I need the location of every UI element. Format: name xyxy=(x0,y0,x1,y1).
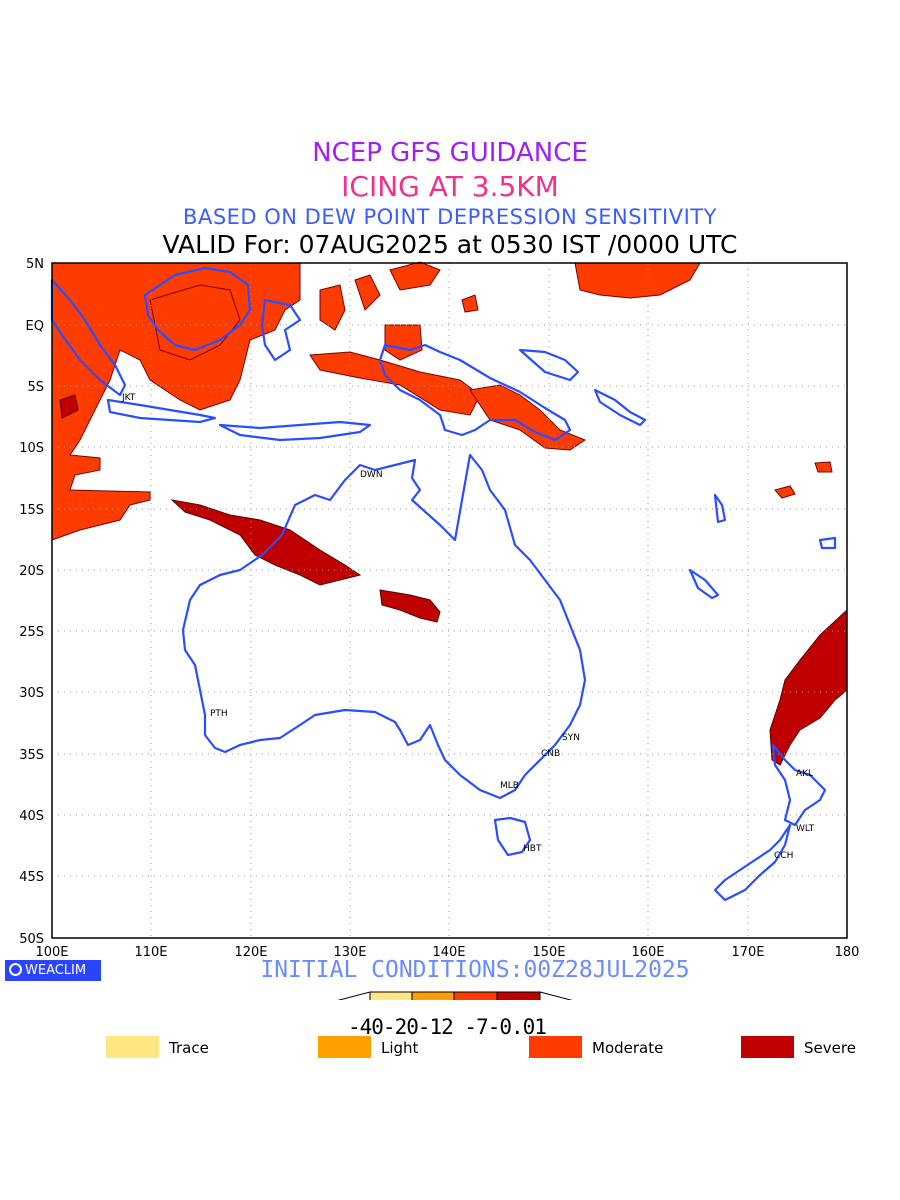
icing-area-timor-sea xyxy=(170,499,362,586)
legend-moderate: Moderate xyxy=(529,1036,709,1058)
city-label-wlt: WLT xyxy=(796,824,815,834)
lon-label: 140E xyxy=(432,945,465,960)
lon-label: 150E xyxy=(532,945,565,960)
icing-area-sulawesi xyxy=(319,284,346,331)
legend-swatch xyxy=(741,1036,794,1058)
longitude-labels: 100E 110E 120E 130E 140E 150E 160E 170E … xyxy=(35,945,859,960)
city-label-jkt: JKT xyxy=(121,393,136,403)
graticule xyxy=(52,263,847,938)
coast-lesser-sunda xyxy=(218,420,372,442)
coast-tasmania xyxy=(493,816,532,857)
lon-label: 130E xyxy=(333,945,366,960)
icing-area-islands-ne xyxy=(461,294,479,313)
lon-label: 160E xyxy=(631,945,664,960)
valid-time: VALID For: 07AUG2025 at 0530 IST /0000 U… xyxy=(162,230,738,259)
lon-label: 110E xyxy=(134,945,167,960)
coast-new-guinea xyxy=(378,343,572,442)
legend-severe: Severe xyxy=(741,1036,891,1058)
colorbar-ticks: -40-20-12 -7-0.01 xyxy=(348,1015,547,1039)
latitude-labels: 5N EQ 5S 10S 15S 20S 25S 30S 35S 40S 45S… xyxy=(19,257,44,947)
city-label-hbt: HBT xyxy=(523,844,542,854)
colorbar-severe xyxy=(496,991,541,1000)
colorbar-arrow-right xyxy=(539,991,573,1000)
icing-area-java-patch xyxy=(59,394,79,419)
copyright-icon xyxy=(9,963,22,976)
coast-fiji xyxy=(818,536,837,550)
coastlines xyxy=(50,266,837,902)
city-label-cch: CCH xyxy=(774,851,793,861)
icing-area-fiji xyxy=(774,485,796,499)
coast-nz-south xyxy=(713,823,792,902)
legend-swatch xyxy=(106,1036,159,1058)
city-label-cnb: CNB xyxy=(541,749,560,759)
icing-area-maluku xyxy=(354,274,381,311)
product-title: NCEP GFS GUIDANCE xyxy=(312,138,588,168)
city-labels: JKT DWN PTH SYN CNB MLB HBT AKL WLT CCH xyxy=(121,393,815,861)
coast-nz-north xyxy=(771,743,827,827)
city-label-akl: AKL xyxy=(796,769,813,779)
lat-label: 15S xyxy=(19,503,44,518)
coast-sumatra xyxy=(50,278,127,397)
city-label-pth: PTH xyxy=(210,709,228,719)
weaclim-logo: WEACLIM xyxy=(5,960,101,981)
coast-png-north xyxy=(518,348,580,382)
variable-title: ICING AT 3.5KM xyxy=(341,170,559,203)
icing-area-vanuatu xyxy=(814,461,833,473)
coast-borneo xyxy=(143,266,252,352)
lat-label: 50S xyxy=(19,932,44,947)
lat-label: 5N xyxy=(26,257,44,272)
colorbar-arrow-left xyxy=(337,991,371,1000)
coast-sulawesi xyxy=(260,298,302,362)
icing-map: 5N EQ 5S 10S 15S 20S 25S 30S 35S 40S 45S… xyxy=(19,257,859,1000)
legend-label: Light xyxy=(381,1039,419,1057)
legend-trace: Trace xyxy=(106,1036,266,1058)
icing-severe-areas xyxy=(59,394,848,766)
lat-label: 30S xyxy=(19,686,44,701)
lon-label: 180 xyxy=(835,945,860,960)
map-frame xyxy=(51,262,848,939)
coast-solomon xyxy=(593,388,647,427)
coast-australia xyxy=(181,453,587,800)
lat-label: 35S xyxy=(19,748,44,763)
lon-label: 100E xyxy=(35,945,68,960)
lon-label: 170E xyxy=(731,945,764,960)
city-label-mlb: MLB xyxy=(500,781,519,791)
lat-label: 10S xyxy=(19,441,44,456)
legend-light: Light xyxy=(318,1036,478,1058)
legend-label: Trace xyxy=(169,1039,209,1057)
legend-label: Severe xyxy=(804,1039,856,1057)
colorbar-trace xyxy=(369,991,413,1000)
method-subtitle: BASED ON DEW POINT DEPRESSION SENSITIVIT… xyxy=(183,205,717,229)
logo-text: WEACLIM xyxy=(25,963,87,978)
colorbar-moderate xyxy=(453,991,498,1000)
icing-area-new-guinea xyxy=(469,384,587,451)
lat-label: 25S xyxy=(19,625,44,640)
legend-swatch xyxy=(318,1036,371,1058)
icing-area-indonesia-west xyxy=(51,262,301,541)
colorbar xyxy=(337,991,573,1000)
legend-label: Moderate xyxy=(592,1039,664,1057)
coast-vanuatu xyxy=(713,493,727,524)
icing-area-tasman xyxy=(769,608,848,766)
lat-label: 20S xyxy=(19,564,44,579)
legend-swatch xyxy=(529,1036,582,1058)
lat-label: 40S xyxy=(19,809,44,824)
city-label-dwn: DWN xyxy=(360,470,383,480)
lat-label: 5S xyxy=(27,380,44,395)
lat-label: EQ xyxy=(26,319,44,334)
initial-conditions: INITIAL CONDITIONS:00Z28JUL2025 xyxy=(260,957,690,983)
lat-label: 45S xyxy=(19,870,44,885)
icing-area-central-australia xyxy=(379,589,441,623)
coast-new-caledonia xyxy=(688,568,720,600)
city-label-syn: SYN xyxy=(562,733,580,743)
icing-area-pacific-north xyxy=(574,262,701,299)
colorbar-light xyxy=(411,991,455,1000)
lon-label: 120E xyxy=(234,945,267,960)
coast-java xyxy=(106,398,217,424)
